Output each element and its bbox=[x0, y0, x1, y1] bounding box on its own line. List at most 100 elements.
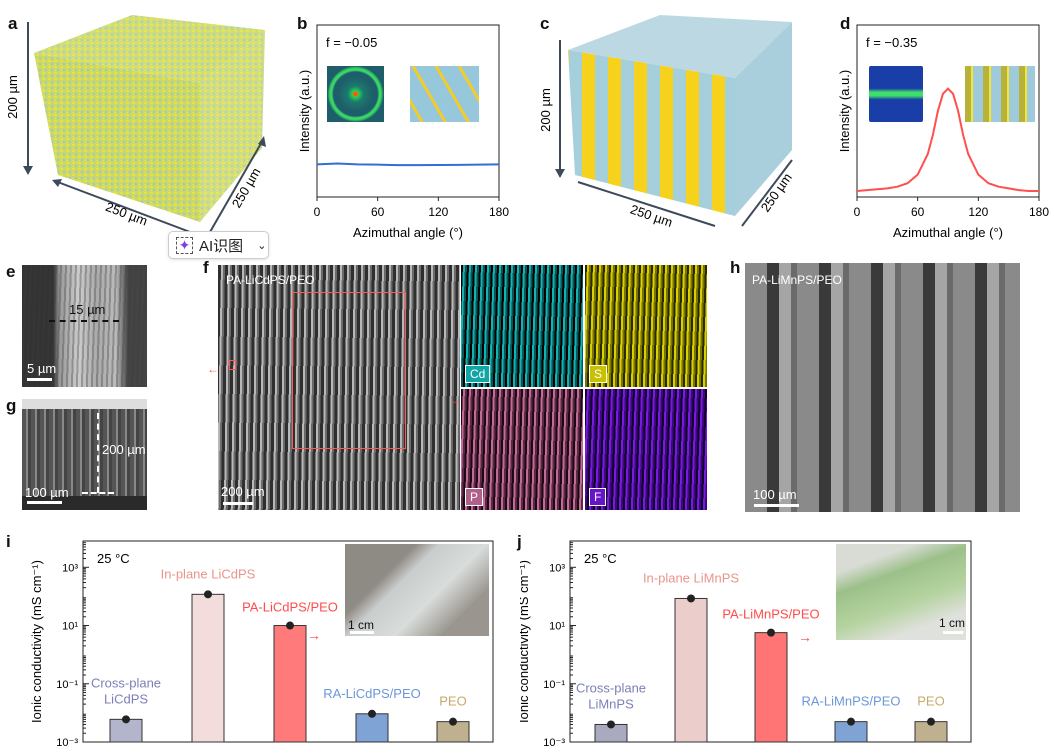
j-photo-scale-label: 1 cm bbox=[939, 616, 966, 630]
bar bbox=[355, 713, 389, 743]
f-title: PA-LiCdPS/PEO bbox=[226, 273, 315, 287]
azimuthal-chart-d: f = −0.35 0 60 120 180 Azimuthal angle (°) Int… bbox=[837, 24, 1049, 240]
x-tick-label: 60 bbox=[371, 205, 385, 219]
bar bbox=[273, 625, 307, 743]
cube-c-height-label: 200 µm bbox=[538, 88, 553, 132]
bar-label: RA-LiMnPS/PEO bbox=[802, 694, 901, 709]
data-point bbox=[204, 590, 212, 599]
width-dimension-arrow bbox=[49, 320, 119, 322]
x-tick-label: 60 bbox=[911, 205, 925, 219]
x-tick-label: 0 bbox=[854, 205, 861, 219]
data-point bbox=[847, 717, 855, 726]
data-point bbox=[767, 628, 775, 637]
y-tick-label: 10¹ bbox=[62, 621, 78, 633]
y-axis-label: Ionic conductivity (mS cm⁻¹) bbox=[520, 560, 531, 723]
panel-label-c: c bbox=[540, 14, 550, 33]
element-label-cd: Cd bbox=[465, 365, 491, 383]
panel-label-a: a bbox=[8, 14, 18, 33]
ai-image-recognition-button[interactable]: ✦ AI识图 ⌄ bbox=[168, 231, 269, 259]
y-tick-label: 10⁻³ bbox=[543, 737, 565, 749]
bar-label: PA-LiCdPS/PEO bbox=[242, 600, 338, 615]
y-axis-label: Intensity (a.u.) bbox=[297, 70, 312, 152]
bar bbox=[754, 632, 788, 743]
panel-label-b: b bbox=[297, 14, 308, 33]
sem-image-h: PA-LiMnPS/PEO 100 µm bbox=[745, 263, 1020, 512]
g-scale-label: 100 µm bbox=[25, 485, 69, 500]
bar-label: LiCdPS bbox=[104, 691, 148, 706]
aligned-orientation-schematic bbox=[965, 66, 1035, 122]
sem-image-e: 15 µm 5 µm bbox=[22, 265, 147, 387]
e-scale-label: 5 µm bbox=[27, 361, 57, 376]
arrow-to-photo-i-icon: → bbox=[307, 627, 321, 643]
data-point bbox=[927, 717, 935, 726]
conductivity-chart-j: 10³ 10¹ 10⁻¹ 10⁻³ Ionic conductivity (mS cm⁻… bbox=[520, 540, 972, 749]
eds-map-s: S bbox=[585, 265, 707, 387]
y-tick-label: 10⁻¹ bbox=[543, 679, 565, 691]
eds-region-box bbox=[292, 292, 406, 449]
chevron-down-icon[interactable]: ⌄ bbox=[257, 239, 267, 252]
zoom-region-box bbox=[229, 360, 236, 370]
ai-button-label: AI识图 bbox=[199, 237, 244, 255]
panel-label-j: j bbox=[517, 532, 522, 551]
temperature-annotation: 25 °C bbox=[584, 551, 617, 566]
panel-label-i: i bbox=[6, 532, 11, 551]
bar-label: Cross-plane bbox=[91, 675, 161, 690]
saxs-pattern-d bbox=[869, 66, 923, 122]
data-point bbox=[449, 717, 457, 726]
panel-label-g: g bbox=[6, 396, 17, 415]
x-tick-label: 180 bbox=[489, 205, 509, 219]
f-scale-label: 200 µm bbox=[221, 484, 265, 499]
x-tick-label: 120 bbox=[968, 205, 988, 219]
bar-label: PA-LiMnPS/PEO bbox=[722, 607, 819, 622]
y-tick-label: 10⁻¹ bbox=[56, 679, 78, 691]
x-axis-label: Azimuthal angle (°) bbox=[893, 225, 1003, 240]
y-tick-label: 10¹ bbox=[549, 621, 565, 633]
cube-a-render: 200 µm 250 µm 250 µm bbox=[5, 15, 266, 233]
data-point bbox=[607, 720, 615, 729]
eds-map-p: P bbox=[461, 389, 583, 510]
e-dimension-label: 15 µm bbox=[69, 302, 106, 317]
cube-a-height-label: 200 µm bbox=[5, 75, 20, 119]
intensity-curve bbox=[856, 87, 1039, 192]
x-tick-label: 180 bbox=[1029, 205, 1049, 219]
h-scale-label: 100 µm bbox=[753, 487, 797, 502]
sparkle-scan-icon: ✦ bbox=[176, 236, 193, 254]
panel-label-d: d bbox=[840, 14, 851, 33]
x-tick-label: 120 bbox=[428, 205, 448, 219]
random-orientation-schematic bbox=[410, 66, 479, 122]
photo-inset-i: 1 cm bbox=[345, 544, 489, 636]
eds-map-cd: Cd bbox=[461, 265, 583, 387]
temperature-annotation: 25 °C bbox=[97, 551, 130, 566]
panel-label-f: f bbox=[203, 258, 209, 277]
eds-map-f: F bbox=[585, 389, 707, 510]
g-dimension-label: 200 µm bbox=[102, 442, 146, 457]
data-point bbox=[286, 621, 294, 630]
sem-image-f: PA-LiCdPS/PEO 200 µm bbox=[218, 265, 460, 510]
intensity-curve bbox=[316, 162, 500, 167]
i-photo-scale-label: 1 cm bbox=[348, 618, 375, 632]
element-label-s: S bbox=[589, 365, 608, 383]
bar-label: Cross-plane bbox=[576, 680, 646, 695]
f-value-annotation: f = −0.05 bbox=[326, 35, 377, 50]
saxs-pattern-b bbox=[327, 66, 384, 122]
y-axis-label: Ionic conductivity (mS cm⁻¹) bbox=[29, 560, 44, 723]
bar-label: PEO bbox=[917, 694, 944, 709]
bar-label: In-plane LiCdPS bbox=[161, 566, 256, 581]
element-label-p: P bbox=[465, 488, 484, 506]
data-point bbox=[122, 715, 130, 724]
y-tick-label: 10⁻³ bbox=[56, 737, 78, 749]
plot-frame bbox=[316, 24, 500, 198]
element-label-f: F bbox=[589, 488, 607, 506]
arrow-to-e-icon: ← bbox=[207, 362, 219, 376]
panel-label-e: e bbox=[6, 262, 16, 281]
f-value-annotation: f = −0.35 bbox=[866, 35, 917, 50]
conductivity-chart-i: 10³ 10¹ 10⁻¹ 10⁻³ Ionic conductivity (mS cm⁻… bbox=[29, 540, 494, 749]
bar-label: PEO bbox=[439, 694, 466, 709]
bar-label: LiMnPS bbox=[588, 696, 634, 711]
h-title: PA-LiMnPS/PEO bbox=[752, 273, 842, 287]
azimuthal-chart-b: f = −0.05 0 60 120 180 Azimuthal angle (°) Int… bbox=[297, 24, 509, 240]
cube-a-width-label: 250 µm bbox=[104, 199, 150, 229]
data-point bbox=[368, 709, 376, 718]
y-tick-label: 10³ bbox=[549, 562, 565, 574]
bar bbox=[674, 597, 708, 743]
